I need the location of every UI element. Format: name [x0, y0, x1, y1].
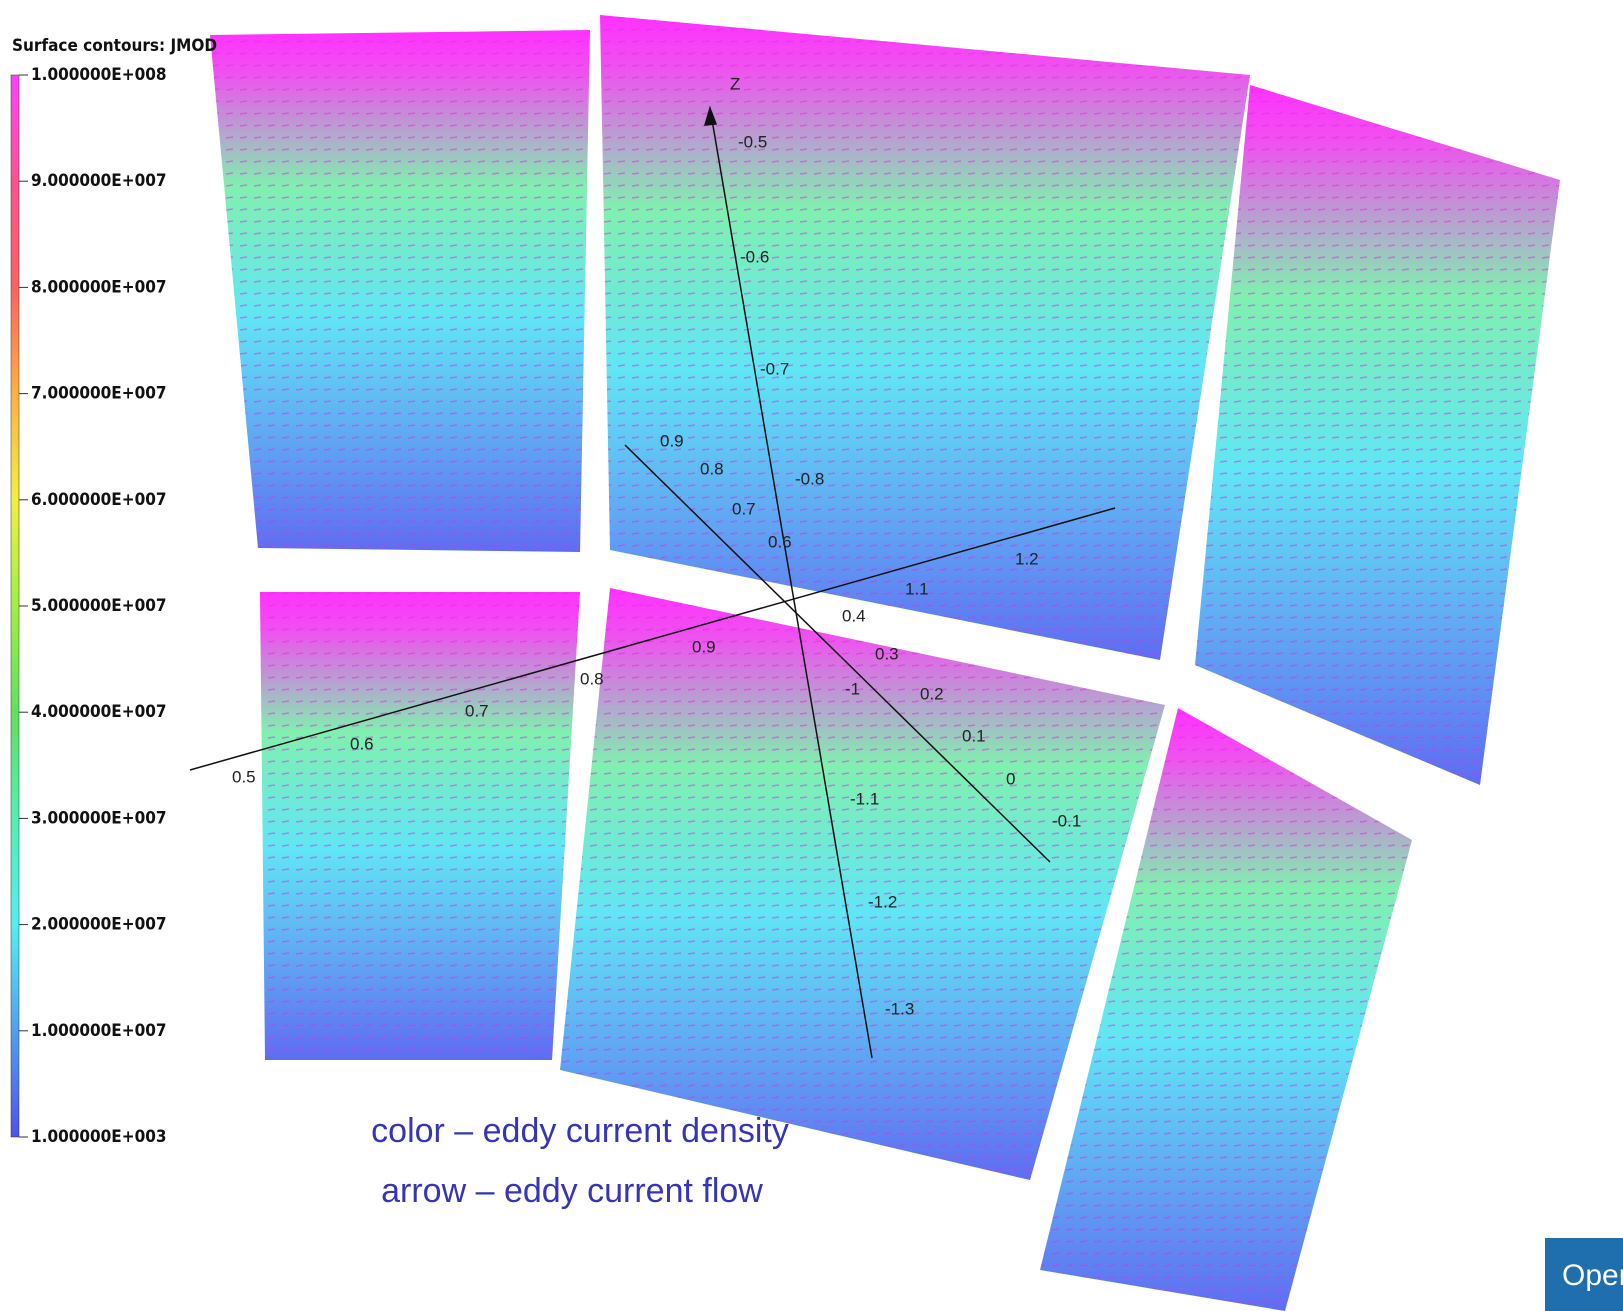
axis-tick-label: -0.5 — [738, 132, 767, 151]
legend-label: 1.000000E+007 — [31, 1021, 167, 1041]
axis-tick-label: 0.6 — [768, 532, 792, 551]
axis-tick-label: 0.7 — [732, 499, 756, 518]
axis-tick-label: -1.3 — [885, 999, 914, 1018]
legend-label: 3.000000E+007 — [31, 808, 167, 828]
axis-tick-label: 0.5 — [232, 767, 256, 786]
axis-tick-label: -0.6 — [740, 247, 769, 266]
legend-label: 2.000000E+007 — [31, 915, 167, 935]
axis-tick-label: 0.9 — [660, 431, 684, 450]
legend-label: 1.000000E+008 — [31, 65, 167, 85]
axis-tick-label: -0.1 — [1052, 811, 1081, 830]
legend-label: 8.000000E+007 — [31, 277, 167, 297]
legend-label: 4.000000E+007 — [31, 702, 167, 722]
legend-label: 7.000000E+007 — [31, 384, 167, 404]
axis-tick-label: 1.2 — [1015, 549, 1039, 568]
axis-tick-label: 0.7 — [465, 701, 489, 720]
axis-tick-label: 0.3 — [875, 644, 899, 663]
legend-label: 1.000000E+003 — [31, 1127, 167, 1147]
colorbar — [11, 75, 19, 1137]
screenshot: Z 0.5 0.6 0.7 0.8 0.9 -0.5 -0.6 -0.7 -0.8 -1 -1.1 -… — [0, 0, 1623, 1311]
axis-tick-label: 0.4 — [842, 606, 866, 625]
caption: arrow – eddy current flow — [381, 1172, 763, 1210]
legend-label: 9.000000E+007 — [31, 171, 167, 191]
legend-labels: 1.000000E+008 9.000000E+007 8.000000E+007 7… — [19, 65, 167, 1147]
axis-tick-label: -1 — [845, 679, 860, 698]
axis-tick-label: 1.1 — [905, 579, 929, 598]
axis-tick-label: -0.8 — [795, 469, 824, 488]
legend-label: 5.000000E+007 — [31, 596, 167, 616]
axis-tick-label: -0.7 — [760, 359, 789, 378]
axis-tick-label: 0.2 — [920, 684, 944, 703]
axis-tick-label: 0.1 — [962, 726, 986, 745]
axis-tick-label: 0.8 — [580, 669, 604, 688]
logo: Opera — [1562, 1259, 1623, 1292]
axis-label: Z — [730, 74, 740, 93]
axis-tick-label: 0.6 — [350, 734, 374, 753]
legend-title: Surface contours: JMOD — [12, 36, 217, 56]
legend-label: 6.000000E+007 — [31, 490, 167, 510]
axis-tick-label: -1.2 — [868, 892, 897, 911]
caption: color – eddy current density — [371, 1112, 789, 1150]
axis-tick-label: -1.1 — [850, 789, 879, 808]
axis-tick-label: 0 — [1006, 769, 1015, 788]
axis-tick-label: 0.9 — [692, 637, 716, 656]
axis-tick-label: 0.8 — [700, 459, 724, 478]
